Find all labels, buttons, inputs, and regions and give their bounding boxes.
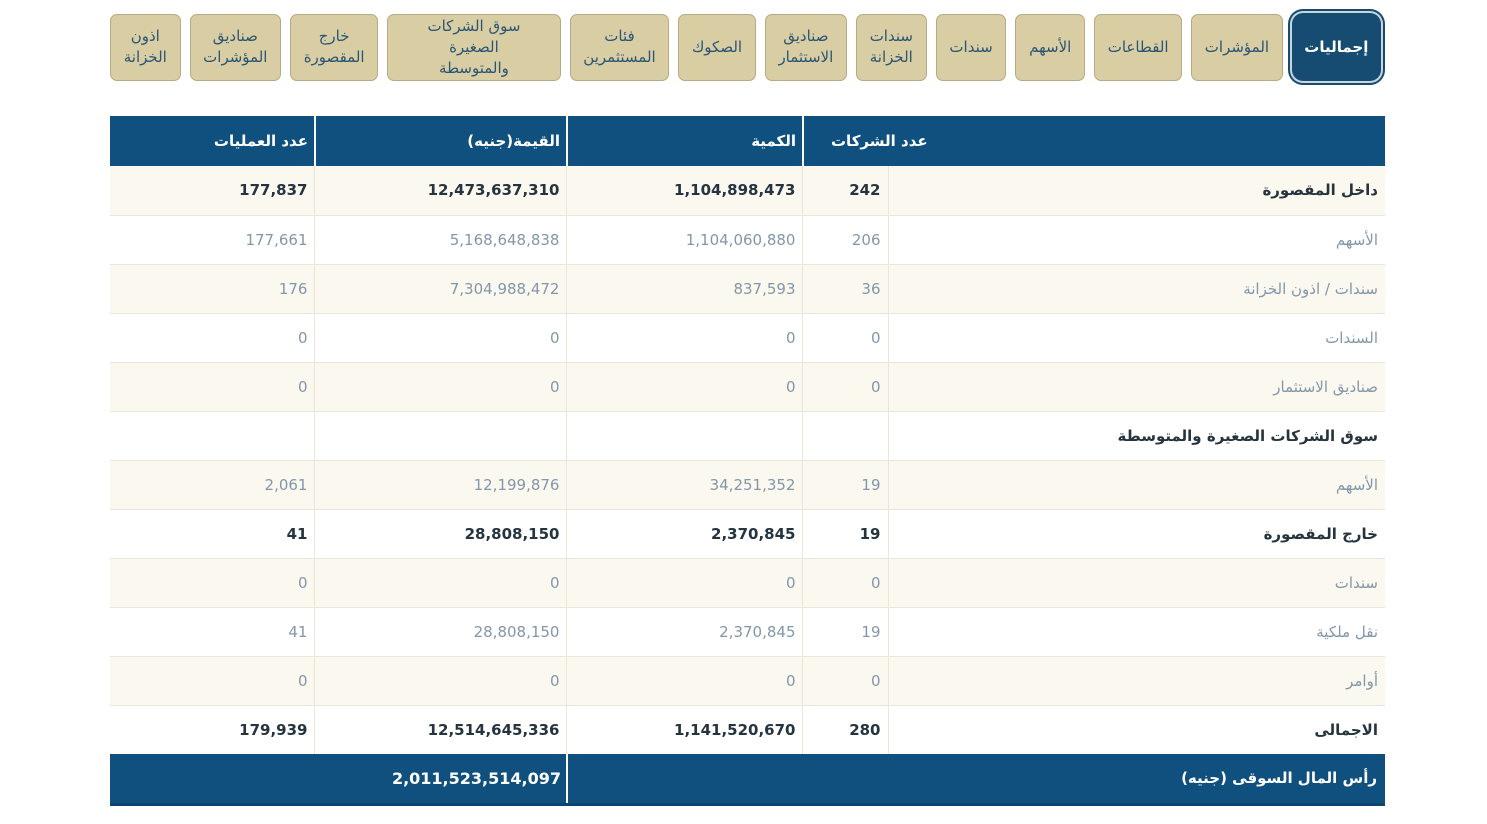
value-cell: 0	[314, 362, 567, 411]
row-label: السندات	[887, 313, 1385, 362]
tab-sukuk[interactable]: الصكوك	[678, 13, 756, 81]
operations-cell: 41	[288, 622, 308, 641]
row-label: صناديق الاستثمار	[887, 362, 1385, 411]
tab-otc[interactable]: خارج المقصورة	[290, 13, 379, 81]
operations-cell: 0	[297, 377, 308, 396]
quantity-cell: 0	[566, 558, 803, 607]
operations-cell: 177,837	[239, 181, 308, 200]
companies-cell: 19	[802, 607, 888, 656]
col-header-quantity: الكمية	[565, 116, 803, 166]
tab-bonds[interactable]: سندات	[935, 13, 1007, 81]
operations-cell: 0	[297, 328, 308, 347]
quantity-cell: 2,370,845	[566, 509, 803, 558]
row-label: أوامر	[887, 656, 1385, 705]
companies-cell: 0	[802, 313, 888, 362]
operations-cell: 0	[297, 573, 308, 592]
quantity-cell: 0	[566, 362, 803, 411]
table-row: سوق الشركات الصغيرة والمتوسطة	[109, 411, 1385, 460]
value-cell: 0	[314, 313, 567, 362]
row-label: الأسهم	[887, 460, 1385, 509]
operations-cell: 179,939	[239, 720, 308, 739]
tab-totals[interactable]: إجماليات	[1291, 13, 1381, 81]
table-row: الأسهم 206 1,104,060,880 5,168,648,838 177,6…	[109, 215, 1385, 264]
companies-cell: 206	[802, 215, 888, 264]
operations-cell: 177,661	[245, 230, 308, 249]
col-header-operations: عدد العمليات	[109, 116, 315, 166]
quantity-cell: 0	[566, 656, 803, 705]
companies-cell: 242	[802, 166, 888, 215]
table-body: داخل المقصورة 242 1,104,898,473 12,473,637,…	[109, 166, 1385, 754]
col-header-companies: عدد الشركات	[801, 116, 1385, 166]
table-header-row: عدد الشركات الكمية القيمة(جنيه) عدد العم…	[109, 116, 1385, 166]
table-row: صناديق الاستثمار 0 0 0 0	[109, 362, 1385, 411]
quantity-cell: 1,104,898,473	[566, 166, 803, 215]
value-cell: 28,808,150	[314, 607, 567, 656]
companies-cell: 0	[802, 656, 888, 705]
row-label: سوق الشركات الصغيرة والمتوسطة	[887, 411, 1385, 460]
quantity-cell: 34,251,352	[566, 460, 803, 509]
tab-sme-market[interactable]: سوق الشركات الصغيرة والمتوسطة	[387, 13, 561, 81]
row-label: الاجمالى	[887, 705, 1385, 754]
operations-cell: 176	[278, 279, 308, 298]
market-cap-label: رأس المال السوقى (جنيه)	[565, 754, 1385, 806]
row-label: سندات / اذون الخزانة	[887, 264, 1385, 313]
market-cap-empty-cell	[109, 754, 315, 806]
table-row: داخل المقصورة 242 1,104,898,473 12,473,637,…	[109, 166, 1385, 215]
companies-cell: 280	[802, 705, 888, 754]
table-row: سندات 0 0 0 0	[109, 558, 1385, 607]
value-cell: 0	[314, 656, 567, 705]
row-label: خارج المقصورة	[887, 509, 1385, 558]
companies-cell: 19	[802, 509, 888, 558]
col-header-value: القيمة(جنيه)	[313, 116, 567, 166]
companies-cell	[802, 411, 888, 460]
value-cell: 12,514,645,336	[314, 705, 567, 754]
quantity-cell: 1,141,520,670	[566, 705, 803, 754]
market-cap-value: 2,011,523,514,097	[314, 754, 567, 806]
table-row: أوامر 0 0 0 0	[109, 656, 1385, 705]
tab-stocks[interactable]: الأسهم	[1015, 13, 1086, 81]
quantity-cell: 1,104,060,880	[566, 215, 803, 264]
value-cell: 12,473,637,310	[314, 166, 567, 215]
market-summary-table: عدد الشركات الكمية القيمة(جنيه) عدد العم…	[109, 116, 1385, 806]
operations-cell: 0	[297, 671, 308, 690]
tab-index-funds[interactable]: صناديق المؤشرات	[189, 13, 282, 81]
value-cell: 5,168,648,838	[314, 215, 567, 264]
row-label: نقل ملكية	[887, 607, 1385, 656]
table-row: الأسهم 19 34,251,352 12,199,876 2,061	[109, 460, 1385, 509]
companies-cell: 0	[802, 362, 888, 411]
quantity-cell: 2,370,845	[566, 607, 803, 656]
page-container: إجماليات المؤشرات القطاعات الأسهم سندات سندات…	[109, 0, 1385, 806]
tab-indices[interactable]: المؤشرات	[1191, 13, 1283, 81]
quantity-cell: 0	[566, 313, 803, 362]
tab-sectors[interactable]: القطاعات	[1094, 13, 1183, 81]
table-row: الاجمالى 280 1,141,520,670 12,514,645,336 17…	[109, 705, 1385, 754]
operations-cell: 41	[286, 524, 308, 543]
companies-cell: 19	[802, 460, 888, 509]
quantity-cell	[566, 411, 803, 460]
companies-cell: 36	[802, 264, 888, 313]
tab-treasury-bills[interactable]: اذون الخزانة	[110, 13, 181, 81]
table-row: نقل ملكية 19 2,370,845 28,808,150 41	[109, 607, 1385, 656]
operations-cell: 2,061	[264, 475, 308, 494]
quantity-cell: 837,593	[566, 264, 803, 313]
tab-investment-funds[interactable]: صناديق الاستثمار	[764, 13, 847, 81]
row-label: داخل المقصورة	[887, 166, 1385, 215]
tab-treasury-bonds[interactable]: سندات الخزانة	[855, 13, 927, 81]
market-cap-row: رأس المال السوقى (جنيه) 2,011,523,514,09…	[109, 754, 1385, 806]
value-cell: 28,808,150	[314, 509, 567, 558]
row-label: الأسهم	[887, 215, 1385, 264]
market-tabs: إجماليات المؤشرات القطاعات الأسهم سندات سندات…	[110, 0, 1385, 81]
table-row: خارج المقصورة 19 2,370,845 28,808,150 41	[109, 509, 1385, 558]
companies-cell: 0	[802, 558, 888, 607]
table-row: السندات 0 0 0 0	[109, 313, 1385, 362]
value-cell	[314, 411, 567, 460]
table-row: سندات / اذون الخزانة 36 837,593 7,304,988,4…	[109, 264, 1385, 313]
tab-investor-types[interactable]: فئات المستثمرين	[569, 13, 670, 81]
operations-cell	[110, 411, 315, 460]
value-cell: 12,199,876	[314, 460, 567, 509]
value-cell: 7,304,988,472	[314, 264, 567, 313]
row-label: سندات	[887, 558, 1385, 607]
value-cell: 0	[314, 558, 567, 607]
